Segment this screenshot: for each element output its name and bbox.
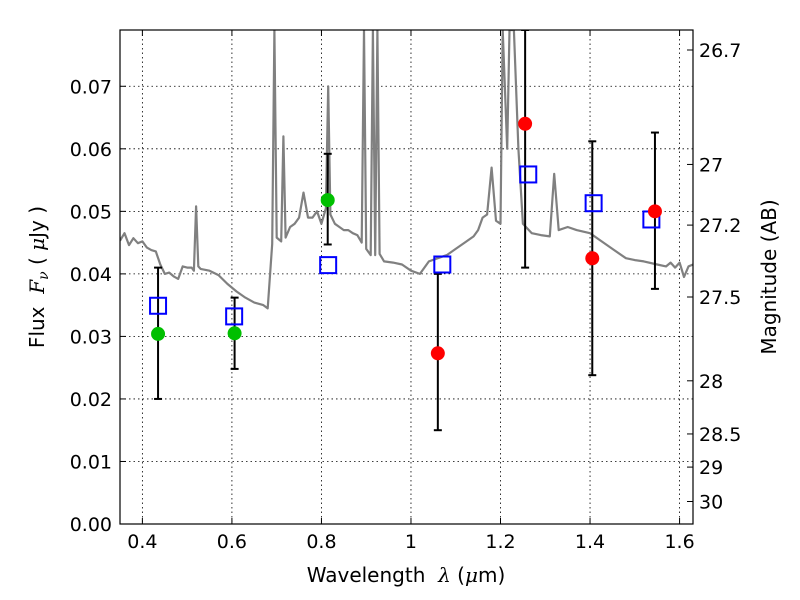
model-photometry-square bbox=[433, 255, 452, 274]
x-tick-label: 1.6 bbox=[664, 531, 694, 553]
error-bars bbox=[154, 30, 659, 432]
mag-tick-label: 29 bbox=[699, 457, 723, 479]
y-tick-label: 0.04 bbox=[70, 264, 112, 286]
model-photometry-square bbox=[584, 194, 603, 213]
y-tick-label: 0.05 bbox=[70, 201, 112, 223]
magnitude-tick-labels: 26.7 27 27.2 27.5 28 28.5 29 30 bbox=[699, 40, 741, 513]
observed-point-green bbox=[151, 326, 166, 341]
model-photometry-square bbox=[149, 296, 168, 315]
observed-point-red bbox=[647, 204, 662, 219]
x-tick-label: 0.4 bbox=[127, 531, 157, 553]
observed-point-red bbox=[518, 116, 533, 131]
model-photometry-square bbox=[225, 307, 244, 326]
observed-point-green bbox=[320, 193, 335, 208]
x-tick-label: 1.4 bbox=[575, 531, 605, 553]
plot-frame bbox=[119, 29, 694, 525]
axis-ticks bbox=[120, 30, 693, 525]
model-photometry-square bbox=[519, 165, 538, 184]
mag-tick-label: 28 bbox=[699, 371, 723, 393]
mag-tick-label: 27 bbox=[699, 154, 723, 176]
observed-point-green bbox=[227, 326, 242, 341]
x-tick-labels: 0.4 0.6 0.8 1 1.2 1.4 1.6 bbox=[127, 531, 694, 553]
observed-point-red bbox=[430, 346, 445, 361]
mag-tick-label: 30 bbox=[699, 491, 723, 513]
y-tick-label: 0.02 bbox=[70, 389, 112, 411]
observed-photometry-markers bbox=[151, 116, 662, 361]
mag-tick-label: 28.5 bbox=[699, 424, 741, 446]
x-tick-label: 0.6 bbox=[217, 531, 247, 553]
model-photometry-square bbox=[319, 256, 338, 275]
observed-point-red bbox=[585, 251, 600, 266]
y-tick-label: 0.03 bbox=[70, 326, 112, 348]
model-spectrum-line bbox=[120, 30, 693, 310]
mag-tick-label: 27.5 bbox=[699, 287, 741, 309]
mag-tick-label: 27.2 bbox=[699, 215, 741, 237]
grid bbox=[120, 30, 693, 525]
x-tick-label: 0.8 bbox=[306, 531, 336, 553]
model-photometry-markers bbox=[149, 165, 661, 326]
y-tick-labels: 0.00 0.01 0.02 0.03 0.04 0.05 0.06 0.07 bbox=[70, 76, 112, 536]
y2-axis-label: Magnitude (AB) bbox=[757, 199, 781, 354]
x-tick-label: 1.2 bbox=[485, 531, 515, 553]
x-tick-label: 1 bbox=[405, 531, 417, 553]
mag-tick-label: 26.7 bbox=[699, 40, 741, 62]
y-tick-label: 0.01 bbox=[70, 451, 112, 473]
y-tick-label: 0.07 bbox=[70, 76, 112, 98]
y-tick-label: 0.00 bbox=[70, 514, 112, 536]
y-tick-label: 0.06 bbox=[70, 139, 112, 161]
x-axis-label: Wavelength λ (μm) bbox=[307, 563, 506, 587]
y-axis-label: Flux Fν ( μJy ) bbox=[25, 206, 52, 348]
